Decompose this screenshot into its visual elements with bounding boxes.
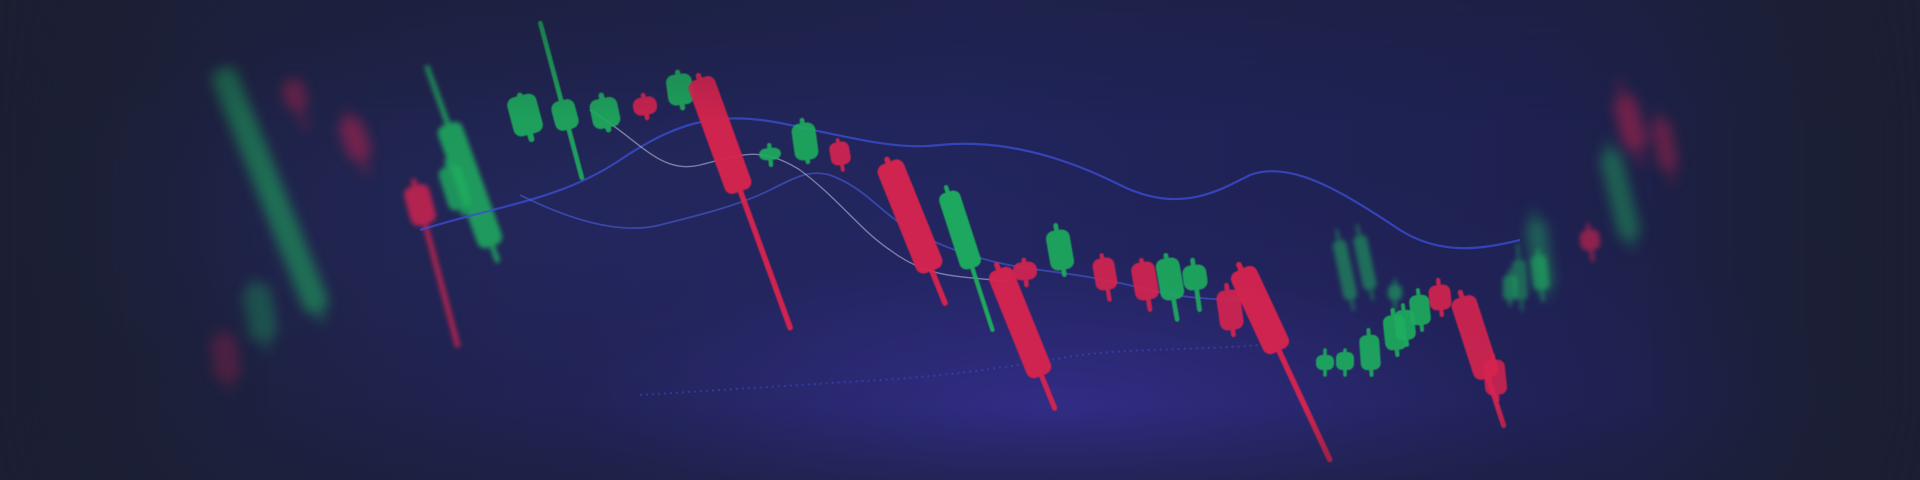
candle-body <box>1613 94 1647 151</box>
candle-body <box>1332 240 1358 300</box>
candle-body <box>1599 150 1641 240</box>
bullish-candle <box>1182 257 1208 313</box>
candle-body <box>1511 259 1529 301</box>
candle-body <box>1359 334 1381 371</box>
candle-body <box>1428 284 1452 311</box>
bearish-candle <box>1651 108 1679 187</box>
bullish-candle <box>589 92 621 133</box>
candle-body <box>988 266 1052 379</box>
bullish-candle <box>1155 252 1185 322</box>
candle-body <box>1579 229 1601 251</box>
bullish-candle <box>507 92 543 143</box>
candle-body <box>1353 235 1377 290</box>
bullish-candle <box>1336 348 1354 377</box>
candle-body <box>210 334 240 381</box>
candle-body <box>1482 359 1508 396</box>
candle-body <box>338 117 372 161</box>
bullish-candle <box>538 20 585 181</box>
candle-body <box>877 159 943 274</box>
candle-body <box>829 141 851 166</box>
bullish-candle <box>1045 222 1075 278</box>
bullish-candle <box>1388 278 1402 312</box>
candle-body <box>939 190 981 270</box>
bullish-candle <box>1316 348 1334 377</box>
bearish-candle <box>1579 223 1601 262</box>
candle-body <box>632 96 658 116</box>
candle-body <box>1316 355 1334 370</box>
candle-body <box>242 284 278 341</box>
bearish-candle <box>632 92 658 121</box>
bearish-candle <box>1428 277 1452 318</box>
candle-body <box>1092 257 1118 291</box>
candle-body <box>1409 294 1431 326</box>
bearish-candle <box>1092 253 1118 302</box>
bearish-candle <box>877 156 948 306</box>
bearish-candle <box>338 109 372 176</box>
bullish-candle <box>211 66 329 323</box>
bullish-candle <box>1511 243 1529 312</box>
candle-body <box>1155 257 1185 301</box>
candle-body <box>1045 229 1075 271</box>
bullish-candle <box>242 277 278 353</box>
bearish-candle <box>688 72 793 331</box>
candle-body <box>688 76 752 194</box>
candle-body <box>281 79 309 111</box>
candle-body <box>1336 352 1354 370</box>
candle-wick <box>538 20 585 181</box>
moving-average-line-lower <box>639 344 1261 396</box>
bearish-candle <box>1451 289 1507 429</box>
candle-body <box>1651 119 1679 171</box>
bearish-candle <box>829 138 851 172</box>
bullish-candle <box>759 142 781 168</box>
candle-body <box>791 122 819 161</box>
candle-body <box>1388 285 1402 300</box>
bullish-candle <box>939 185 995 333</box>
bullish-candle <box>1359 328 1381 377</box>
candle-body <box>1012 261 1038 281</box>
candle-body <box>589 96 621 130</box>
candle-body <box>551 99 579 131</box>
candle-body <box>1182 264 1208 291</box>
bearish-candle <box>281 78 309 131</box>
candle-body <box>211 67 329 313</box>
bearish-candle <box>210 327 240 393</box>
candle-body <box>507 93 543 137</box>
candle-body <box>404 184 436 226</box>
candle-body <box>1131 261 1159 301</box>
